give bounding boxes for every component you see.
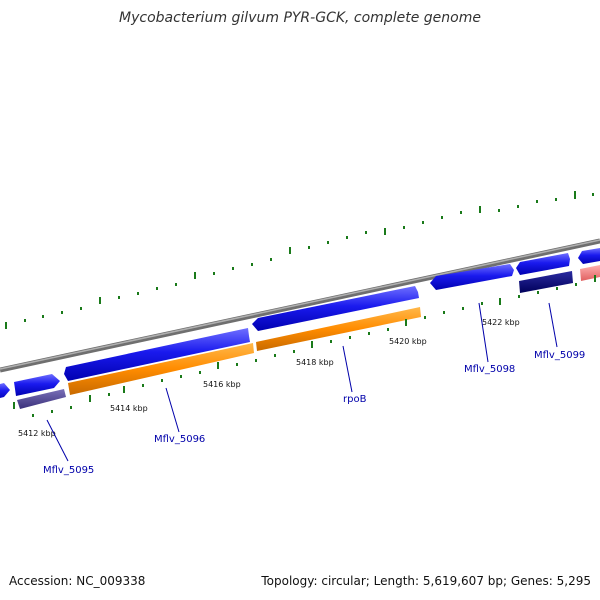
genome-backbone-highlight <box>0 239 600 370</box>
leader-line <box>165 387 180 433</box>
scale-label: 5416 kbp <box>203 380 241 389</box>
outer-tick-row <box>5 191 594 329</box>
cds-block[interactable] <box>519 271 573 293</box>
cds-arrow[interactable] <box>14 374 60 396</box>
gene-leaders <box>46 302 558 462</box>
reverse-strand <box>17 265 600 409</box>
gene-labels: Mflv_5095 Mflv_5096 rpoB Mflv_5098 Mflv_… <box>43 350 585 476</box>
accession-text: Accession: NC_009338 <box>9 574 146 588</box>
cds-arrow[interactable] <box>578 248 600 264</box>
scale-label: 5412 kbp <box>18 429 56 438</box>
leader-line <box>548 302 558 348</box>
gene-label-mflv-5099[interactable]: Mflv_5099 <box>534 350 585 361</box>
cds-block[interactable] <box>68 343 254 395</box>
leader-line <box>46 419 69 462</box>
cds-arrow[interactable] <box>0 383 10 400</box>
forward-strand <box>0 248 600 400</box>
leader-line <box>342 345 353 393</box>
genome-backbone <box>0 238 600 373</box>
cds-arrow[interactable] <box>430 264 514 290</box>
gene-label-mflv-5095[interactable]: Mflv_5095 <box>43 465 94 476</box>
gene-label-rpob[interactable]: rpoB <box>343 394 367 405</box>
leader-line <box>478 302 489 363</box>
scale-label: 5422 kbp <box>482 318 520 327</box>
cds-block[interactable] <box>256 307 421 351</box>
scale-label: 5418 kbp <box>296 358 334 367</box>
scale-label: 5414 kbp <box>110 404 148 413</box>
map-title: Mycobacterium gilvum PYR-GCK, complete g… <box>119 10 481 26</box>
scale-labels: 5412 kbp 5414 kbp 5416 kbp 5418 kbp 5420… <box>18 318 520 438</box>
genome-summary-text: Topology: circular; Length: 5,619,607 bp… <box>261 574 591 588</box>
cds-arrow[interactable] <box>516 253 570 275</box>
pink-feature[interactable] <box>580 265 600 281</box>
inner-tick-row <box>13 275 596 417</box>
gene-label-mflv-5098[interactable]: Mflv_5098 <box>464 364 515 375</box>
scale-label: 5420 kbp <box>389 337 427 346</box>
gene-label-mflv-5096[interactable]: Mflv_5096 <box>154 434 205 445</box>
cds-arrow[interactable] <box>64 328 250 381</box>
cds-block[interactable] <box>17 389 66 409</box>
cds-arrow[interactable] <box>252 286 419 331</box>
